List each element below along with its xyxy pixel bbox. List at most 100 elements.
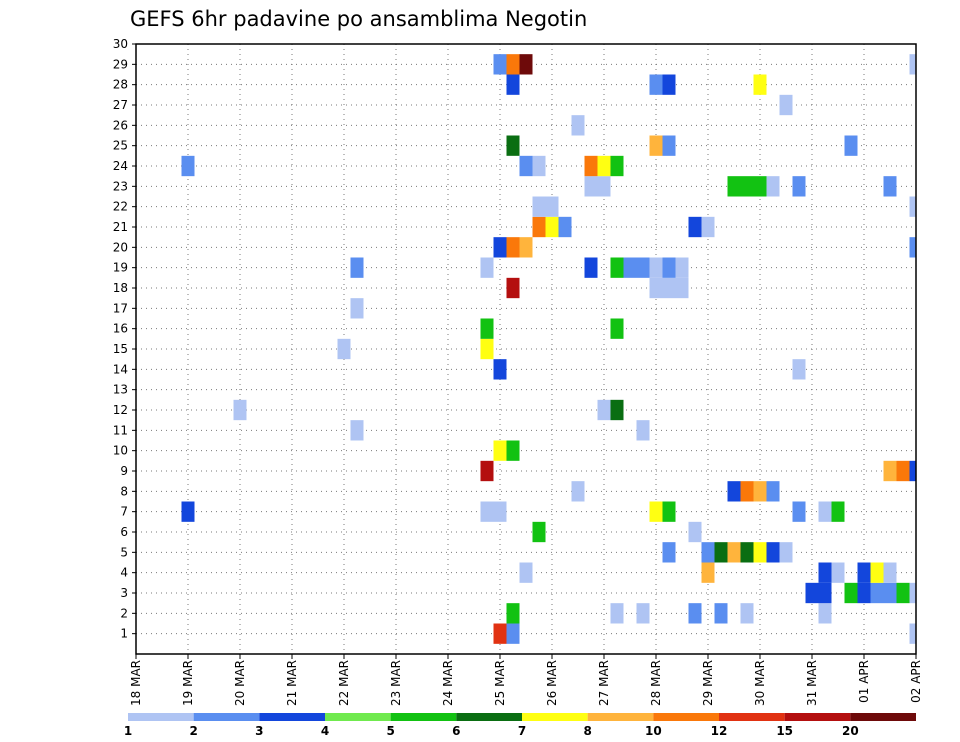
y-tick-label: 4 xyxy=(120,566,128,580)
data-cell xyxy=(519,237,533,258)
y-tick-label: 9 xyxy=(120,464,128,478)
y-tick-label: 27 xyxy=(113,98,128,112)
data-cell xyxy=(909,582,916,604)
data-cell xyxy=(805,582,819,604)
data-cell xyxy=(597,176,611,197)
data-cell xyxy=(623,257,637,278)
data-cell xyxy=(870,562,884,583)
colorbar-label: 12 xyxy=(711,724,728,738)
data-cell xyxy=(519,54,533,75)
y-tick-label: 13 xyxy=(113,383,128,397)
colorbar-swatch xyxy=(784,713,851,721)
data-cell xyxy=(662,135,676,156)
data-cell xyxy=(649,135,663,156)
data-cell xyxy=(662,501,676,522)
y-tick-label: 25 xyxy=(113,139,128,153)
data-cell xyxy=(506,237,520,258)
data-cell xyxy=(506,74,520,95)
data-cell xyxy=(532,196,546,217)
y-tick-label: 17 xyxy=(113,301,128,315)
colorbar-label: 6 xyxy=(452,724,460,738)
data-cells xyxy=(181,54,916,644)
chart-title: GEFS 6hr padavine po ansamblima Negotin xyxy=(130,7,587,31)
data-cell xyxy=(727,542,741,563)
colorbar-label: 1 xyxy=(124,724,132,738)
data-cell xyxy=(532,216,546,238)
colorbar-label: 2 xyxy=(189,724,197,738)
data-cell xyxy=(740,603,754,624)
x-axis: 18 MAR 19 MAR 20 MAR 21 MAR 22 MAR 23 MAR 24 M… xyxy=(129,654,923,706)
data-cell xyxy=(558,216,572,238)
data-cell xyxy=(480,501,494,522)
y-tick-label: 16 xyxy=(113,322,128,336)
data-cell xyxy=(584,257,598,278)
data-cell xyxy=(701,542,715,563)
colorbar-label: 10 xyxy=(645,724,662,738)
data-cell xyxy=(480,318,494,339)
data-cell xyxy=(636,603,650,624)
data-cell xyxy=(883,176,897,197)
y-tick-label: 6 xyxy=(120,525,128,539)
data-cell xyxy=(584,155,598,177)
data-cell xyxy=(896,460,910,482)
x-tick-label: 21 MAR xyxy=(285,660,299,706)
y-tick-label: 1 xyxy=(120,627,128,641)
data-cell xyxy=(571,481,585,502)
x-tick-label: 25 MAR xyxy=(493,660,507,706)
data-cell xyxy=(909,237,916,258)
data-cell xyxy=(740,481,754,502)
data-cell xyxy=(662,74,676,95)
data-cell xyxy=(909,196,916,217)
data-cell xyxy=(714,603,728,624)
data-cell xyxy=(766,542,780,563)
data-cell xyxy=(818,562,832,583)
y-tick-label: 23 xyxy=(113,179,128,193)
x-tick-label: 01 APR xyxy=(857,660,871,703)
data-cell xyxy=(844,582,858,604)
data-cell xyxy=(818,603,832,624)
data-cell xyxy=(610,399,624,421)
data-cell xyxy=(883,562,897,583)
data-cell xyxy=(779,542,793,563)
y-tick-label: 30 xyxy=(113,37,128,51)
x-tick-label: 19 MAR xyxy=(181,660,195,706)
data-cell xyxy=(506,603,520,624)
data-cell xyxy=(753,176,767,197)
data-cell xyxy=(844,135,858,156)
data-cell xyxy=(493,623,507,644)
data-cell xyxy=(662,277,676,299)
colorbar-label: 5 xyxy=(386,724,394,738)
data-cell xyxy=(233,399,247,421)
data-cell xyxy=(532,155,546,177)
data-cell xyxy=(831,562,845,583)
x-tick-label: 31 MAR xyxy=(805,660,819,706)
colorbar-swatch xyxy=(259,713,325,721)
data-cell xyxy=(493,54,507,75)
data-cell xyxy=(792,359,806,380)
data-cell xyxy=(701,216,715,238)
data-cell xyxy=(857,562,871,583)
data-cell xyxy=(545,216,559,238)
y-tick-label: 29 xyxy=(113,57,128,71)
data-cell xyxy=(792,176,806,197)
data-cell xyxy=(818,501,832,522)
data-cell xyxy=(610,257,624,278)
x-tick-label: 28 MAR xyxy=(649,660,663,706)
y-tick-label: 15 xyxy=(113,342,128,356)
data-cell xyxy=(714,542,728,563)
data-cell xyxy=(675,277,689,299)
data-cell xyxy=(753,74,767,95)
colorbar-swatch xyxy=(193,713,260,721)
colorbar-label: 8 xyxy=(583,724,591,738)
data-cell xyxy=(896,582,910,604)
data-cell xyxy=(519,562,533,583)
data-cell xyxy=(662,257,676,278)
data-cell xyxy=(831,501,845,522)
colorbar-swatch xyxy=(653,713,719,721)
data-cell xyxy=(480,338,494,360)
colorbar-swatch xyxy=(325,713,391,721)
y-tick-label: 22 xyxy=(113,200,128,214)
data-cell xyxy=(610,603,624,624)
y-axis: 1234567891011121314151617181920212223242… xyxy=(113,37,136,641)
data-cell xyxy=(857,582,871,604)
